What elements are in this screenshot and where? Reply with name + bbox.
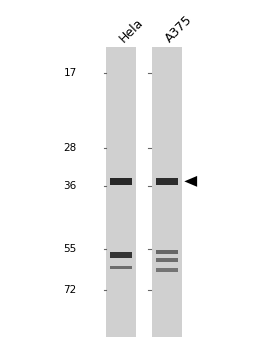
Text: A375: A375 (163, 13, 195, 45)
Text: 28: 28 (63, 143, 77, 153)
Text: Hela: Hela (116, 16, 146, 45)
Text: 17: 17 (63, 68, 77, 78)
Text: 55: 55 (63, 244, 77, 254)
Text: 72: 72 (63, 285, 77, 295)
Text: 36: 36 (63, 181, 77, 191)
